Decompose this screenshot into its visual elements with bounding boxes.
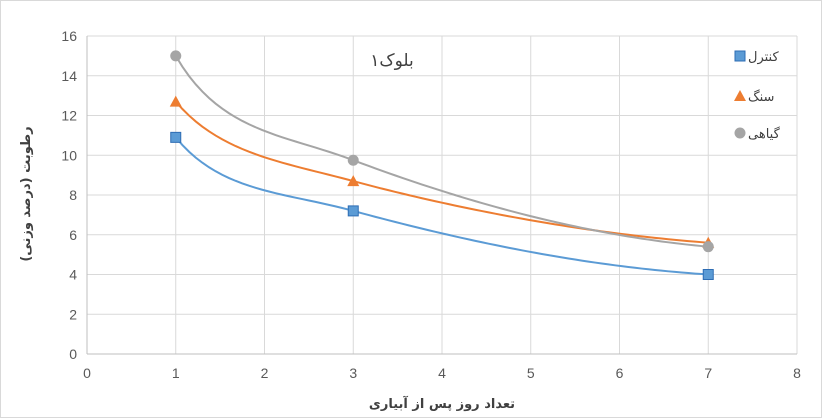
x-tick-label: 1 (172, 365, 180, 381)
series-group (169, 50, 715, 280)
y-tick-label: 0 (69, 346, 77, 362)
legend-marker (734, 50, 746, 62)
series-line (174, 55, 709, 248)
data-point (347, 154, 359, 166)
legend-label: سنگ (748, 89, 774, 105)
data-point (702, 269, 714, 280)
y-tick-label: 12 (61, 108, 77, 124)
gridlines (87, 35, 798, 354)
x-tick-label: 7 (704, 365, 712, 381)
data-point (702, 241, 714, 253)
y-tick-label: 10 (61, 147, 77, 163)
legend-marker (734, 127, 746, 139)
chart-annotation: بلوک۱ (370, 51, 414, 71)
x-tick-label: 8 (793, 365, 801, 381)
series-line (174, 136, 709, 276)
legend-marker (734, 90, 746, 101)
y-tick-label: 6 (69, 227, 77, 243)
x-tick-label: 3 (349, 365, 357, 381)
y-tick-label: 14 (61, 68, 77, 84)
y-axis-title: رطوبت (درصد وزنی) (19, 126, 34, 261)
x-tick-label: 5 (527, 365, 535, 381)
x-tick-label: 4 (438, 365, 446, 381)
x-tick-label: 6 (616, 365, 624, 381)
legend-label: گیاهی (748, 126, 781, 142)
x-tick-label: 0 (83, 365, 91, 381)
y-tick-label: 4 (69, 267, 77, 283)
legend: کنترل سنگ گیاهی (734, 50, 781, 142)
y-tick-label: 16 (61, 28, 77, 44)
data-point (170, 131, 182, 143)
y-tick-label: 8 (69, 187, 77, 203)
legend-label: کنترل (748, 50, 779, 65)
data-point (347, 205, 359, 217)
series-line (175, 100, 709, 244)
data-point (347, 175, 360, 187)
data-point (169, 95, 182, 107)
x-axis-title: تعداد روز پس از آبیاری (369, 395, 515, 412)
x-tick-label: 2 (261, 365, 269, 381)
y-tick-label: 2 (69, 306, 77, 322)
data-point (170, 50, 182, 62)
